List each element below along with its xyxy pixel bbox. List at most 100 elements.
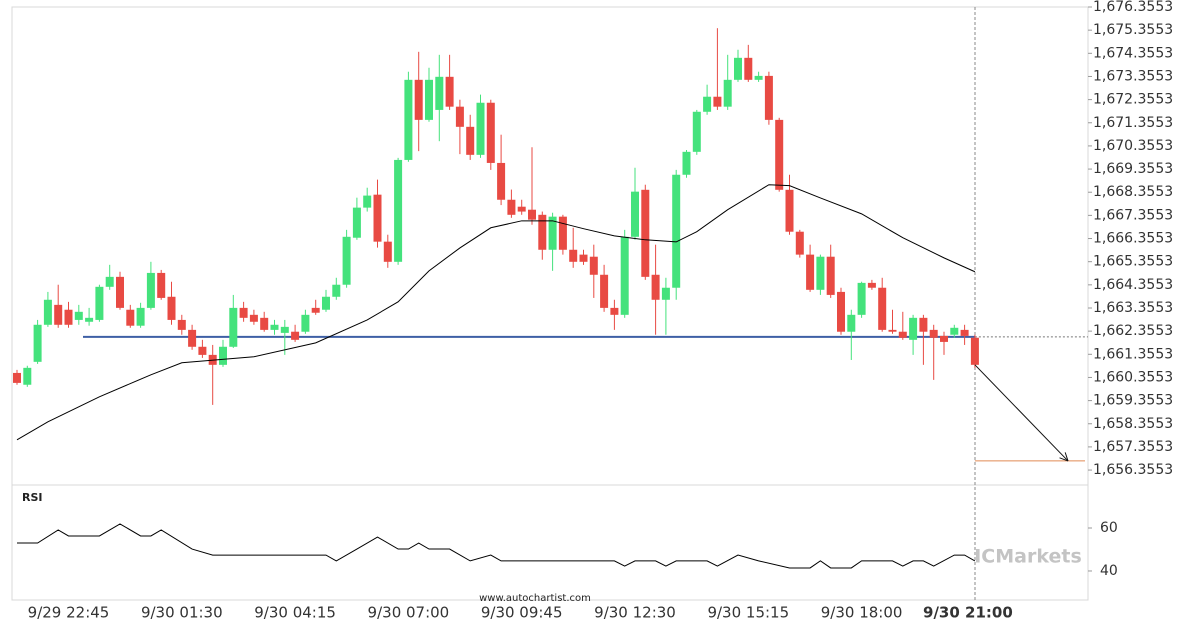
candle-body — [620, 236, 629, 315]
candle-body — [878, 287, 887, 330]
candle-body — [455, 106, 464, 127]
candle-body — [661, 287, 670, 300]
candle-body — [950, 327, 959, 335]
y-tick-label: 1,660.3553 — [1093, 369, 1173, 385]
y-tick-label: 1,670.3553 — [1093, 138, 1173, 154]
candle-body — [33, 324, 42, 362]
candle-body — [373, 194, 382, 242]
y-tick-label: 1,658.3553 — [1093, 416, 1173, 432]
candle-body — [54, 304, 63, 325]
y-tick-label: 1,656.3553 — [1093, 462, 1173, 478]
candle-body — [260, 317, 269, 330]
candle-body — [600, 274, 609, 308]
candle-body — [280, 326, 289, 333]
x-tick-label: 9/29 22:45 — [28, 604, 110, 622]
candle-body — [816, 256, 825, 290]
candle-body — [857, 282, 866, 315]
y-tick-label: 60 — [1100, 520, 1118, 536]
candle-body — [476, 102, 485, 155]
y-tick-label: 1,659.3553 — [1093, 393, 1173, 409]
y-tick-label: 1,668.3553 — [1093, 184, 1173, 200]
arrow-head — [1059, 457, 1069, 462]
y-tick-label: 1,669.3553 — [1093, 161, 1173, 177]
candle-body — [146, 272, 155, 308]
candle-body — [672, 174, 681, 288]
y-tick-label: 1,657.3553 — [1093, 439, 1173, 455]
candle-body — [445, 76, 454, 107]
candle-body — [425, 79, 433, 120]
candle-body — [538, 214, 547, 250]
y-tick-label: 1,671.3553 — [1093, 115, 1173, 131]
x-tick-label: 9/30 21:00 — [923, 604, 1013, 622]
candle-body — [713, 96, 722, 107]
y-tick-label: 1,662.3553 — [1093, 323, 1173, 339]
candle-body — [136, 307, 145, 326]
candle-body — [960, 329, 969, 336]
candle-body — [291, 331, 300, 340]
candle-body — [486, 102, 495, 163]
candle-body — [249, 314, 258, 322]
candle-body — [734, 57, 742, 80]
x-tick-label: 9/30 09:45 — [481, 604, 563, 622]
candle-body — [363, 195, 372, 208]
x-tick-label: 9/30 04:15 — [254, 604, 336, 622]
y-tick-label: 1,664.3553 — [1093, 277, 1173, 293]
candle-body — [610, 307, 619, 315]
candle-body — [85, 317, 94, 322]
candle-body — [435, 76, 444, 110]
candle-body — [322, 296, 330, 310]
candle-body — [64, 309, 73, 325]
candle-body — [744, 57, 753, 80]
watermark: ICMarkets — [974, 546, 1082, 568]
x-tick-label: 9/30 12:30 — [594, 604, 676, 622]
candle-body — [352, 207, 361, 238]
candle-body — [497, 162, 506, 200]
candle-body — [754, 75, 763, 80]
indicator-title: RSI — [22, 491, 43, 504]
plot-frame — [11, 6, 1089, 601]
candle-body — [692, 111, 701, 152]
candle-body — [74, 311, 83, 320]
candle-body — [723, 79, 732, 107]
y-tick-label: 1,675.3553 — [1093, 22, 1173, 38]
candle-body — [229, 307, 238, 347]
candle-body — [919, 317, 928, 332]
candle-body — [342, 236, 351, 285]
candle-body — [970, 337, 979, 365]
forecast-arrow — [974, 364, 1069, 462]
candle-body — [177, 319, 186, 330]
candle-body — [929, 329, 938, 338]
candle-body — [909, 317, 918, 340]
candle-body — [548, 216, 557, 250]
candle-body — [806, 254, 815, 290]
candle-body — [311, 307, 320, 313]
candle-body — [404, 79, 413, 160]
candle-body — [847, 314, 856, 332]
candle-body — [775, 119, 784, 190]
candle-body — [589, 256, 598, 275]
candle-body — [528, 209, 536, 220]
candle-body — [651, 274, 660, 300]
candle-body — [795, 231, 804, 255]
candle-body — [167, 296, 176, 320]
candle-body — [867, 282, 876, 288]
candle-body — [466, 126, 475, 155]
y-tick-label: 1,666.3553 — [1093, 231, 1173, 247]
y-tick-label: 1,667.3553 — [1093, 207, 1173, 223]
candle-body — [394, 159, 403, 262]
source: www.autochartist.com — [479, 593, 591, 604]
candle-body — [785, 189, 794, 232]
candle-body — [764, 75, 773, 120]
candle-body — [239, 307, 248, 318]
candle-body — [301, 314, 310, 332]
x-tick-label: 9/30 07:00 — [368, 604, 450, 622]
y-tick-label: 1,665.3553 — [1093, 254, 1173, 270]
candle-body — [682, 151, 691, 175]
y-tick-label: 40 — [1100, 563, 1118, 579]
arrow-head — [1064, 452, 1069, 462]
candle-body — [703, 96, 712, 112]
candle-body — [517, 206, 526, 212]
y-tick-label: 1,672.3553 — [1093, 92, 1173, 108]
